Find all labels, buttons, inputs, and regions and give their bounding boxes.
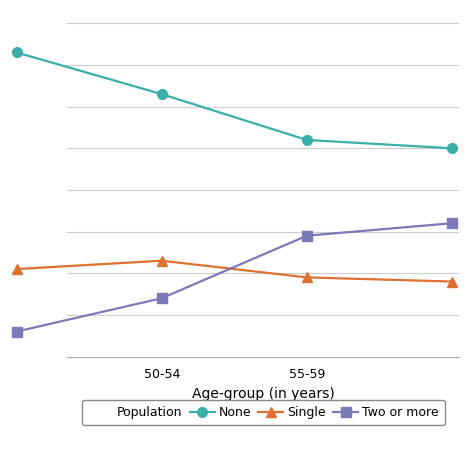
Legend: Population, None, Single, Two or more: Population, None, Single, Two or more xyxy=(82,400,445,425)
X-axis label: Age-group (in years): Age-group (in years) xyxy=(192,387,335,401)
